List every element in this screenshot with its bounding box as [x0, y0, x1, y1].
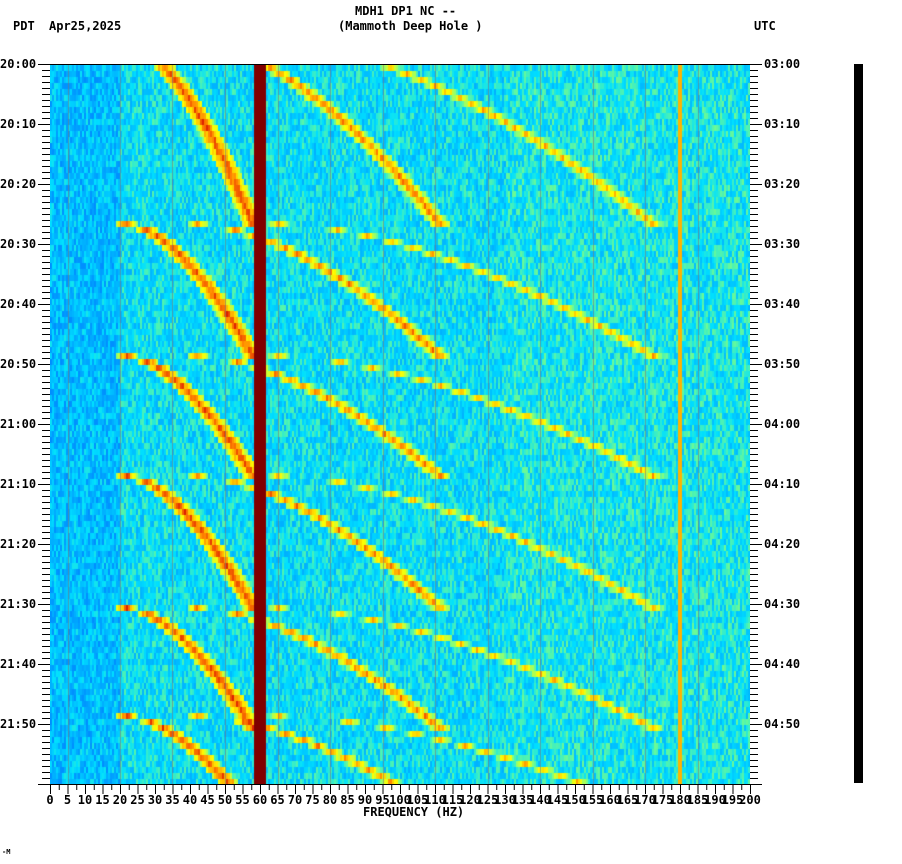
freq-label: 175 — [651, 793, 674, 807]
freq-label: 195 — [721, 793, 744, 807]
freq-label: 65 — [270, 793, 285, 807]
freq-label: 80 — [322, 793, 338, 807]
freq-label: 145 — [546, 793, 569, 807]
freq-label: 75 — [305, 793, 320, 807]
time-label-left: 21:20 — [0, 537, 37, 551]
x-axis-title: FREQUENCY (HZ) — [363, 805, 465, 819]
time-label-right: 04:40 — [764, 657, 801, 671]
time-label-right: 03:10 — [764, 117, 801, 131]
freq-label: 165 — [616, 793, 639, 807]
time-label-left: 20:20 — [0, 177, 37, 191]
freq-label: 150 — [564, 793, 586, 807]
freq-label: 95 — [375, 793, 390, 807]
freq-label: 155 — [581, 793, 604, 807]
freq-label: 190 — [704, 793, 726, 807]
freq-label: 40 — [182, 793, 198, 807]
freq-label: 115 — [441, 793, 464, 807]
freq-label: 110 — [424, 793, 446, 807]
freq-label: 20 — [112, 793, 128, 807]
spectrogram-canvas — [50, 65, 750, 785]
freq-label: 5 — [63, 793, 72, 807]
freq-label: 70 — [287, 793, 303, 807]
time-label-right: 04:10 — [764, 477, 801, 491]
location-title: (Mammoth Deep Hole ) — [338, 19, 483, 33]
time-label-left: 21:10 — [0, 477, 37, 491]
freq-label: 200 — [739, 793, 761, 807]
freq-label: 45 — [200, 793, 215, 807]
freq-label: 125 — [476, 793, 499, 807]
time-label-left: 20:30 — [0, 237, 37, 251]
freq-label: 120 — [459, 793, 481, 807]
time-label-right: 03:00 — [764, 57, 801, 71]
time-label-right: 03:30 — [764, 237, 801, 251]
time-label-left: 21:00 — [0, 417, 37, 431]
footer-mark: -M — [2, 848, 11, 856]
time-label-left: 20:50 — [0, 357, 37, 371]
freq-label: 0 — [46, 793, 54, 807]
freq-label: 140 — [529, 793, 551, 807]
time-label-right: 04:20 — [764, 537, 801, 551]
freq-label: 85 — [340, 793, 355, 807]
time-label-right: 03:50 — [764, 357, 801, 371]
time-label-left: 21:30 — [0, 597, 37, 611]
time-label-right: 04:00 — [764, 417, 801, 431]
freq-label: 30 — [147, 793, 163, 807]
freq-label: 60 — [252, 793, 268, 807]
freq-label: 50 — [217, 793, 233, 807]
freq-label: 100 — [389, 793, 411, 807]
freq-label: 35 — [165, 793, 180, 807]
freq-label: 25 — [130, 793, 145, 807]
freq-label: 130 — [494, 793, 516, 807]
time-label-left: 20:00 — [0, 57, 37, 71]
time-label-right: 03:40 — [764, 297, 801, 311]
time-label-left: 21:40 — [0, 657, 37, 671]
freq-label: 55 — [235, 793, 250, 807]
station-title: MDH1 DP1 NC -- — [355, 4, 457, 18]
freq-label: 170 — [634, 793, 656, 807]
freq-label: 135 — [511, 793, 534, 807]
time-label-left: 21:50 — [0, 717, 37, 731]
time-label-right: 03:20 — [764, 177, 801, 191]
time-label-right: 04:30 — [764, 597, 801, 611]
time-label-left: 20:40 — [0, 297, 37, 311]
freq-label: 15 — [95, 793, 110, 807]
freq-label: 180 — [669, 793, 691, 807]
date-label: Apr25,2025 — [49, 19, 122, 33]
freq-label: 160 — [599, 793, 621, 807]
right-timezone: UTC — [754, 19, 776, 33]
freq-label: 90 — [357, 793, 373, 807]
amplitude-scale-bar — [854, 64, 863, 783]
spectrogram-plot — [50, 64, 750, 785]
time-label-left: 20:10 — [0, 117, 37, 131]
freq-label: 185 — [686, 793, 709, 807]
freq-label: 10 — [77, 793, 93, 807]
time-label-right: 04:50 — [764, 717, 801, 731]
left-timezone: PDT — [13, 19, 35, 33]
freq-label: 105 — [406, 793, 429, 807]
